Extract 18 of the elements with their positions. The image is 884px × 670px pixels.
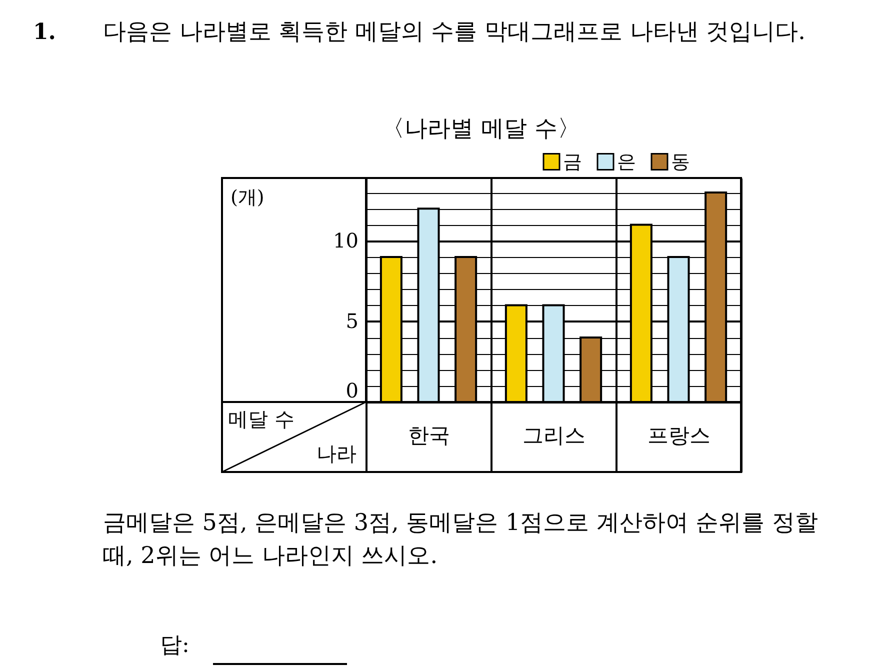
x-tick-label: 프랑스	[648, 424, 710, 448]
legend-label: 동	[671, 150, 690, 173]
text: 다음은 나라별로 획득한 메달의 수를 막대그래프로 나타낸 것입니다.	[103, 19, 806, 45]
y-tick-label: 5	[346, 308, 358, 333]
text: 때, 2위는 어느 나라인지 쓰시오.	[103, 543, 438, 569]
y-axis-title: (개)	[230, 186, 264, 208]
legend-label: 금	[563, 150, 582, 173]
text: 메달 수	[228, 407, 294, 431]
x-tick-label: 그리스	[522, 424, 586, 448]
legend-label: 은	[617, 150, 636, 173]
text: 답:	[160, 633, 190, 658]
x-axis-title: 나라	[316, 442, 356, 466]
y-tick-label: 0	[346, 378, 358, 402]
text: 1.	[33, 19, 56, 45]
y-tick-label: 10	[333, 228, 358, 252]
text: 금메달은 5점, 은메달은 3점, 동메달은 1점으로 계산하여 순위를 정할	[103, 510, 818, 536]
chart-title: 〈나라별 메달 수〉	[382, 116, 580, 142]
x-tick-label: 한국	[408, 424, 450, 448]
